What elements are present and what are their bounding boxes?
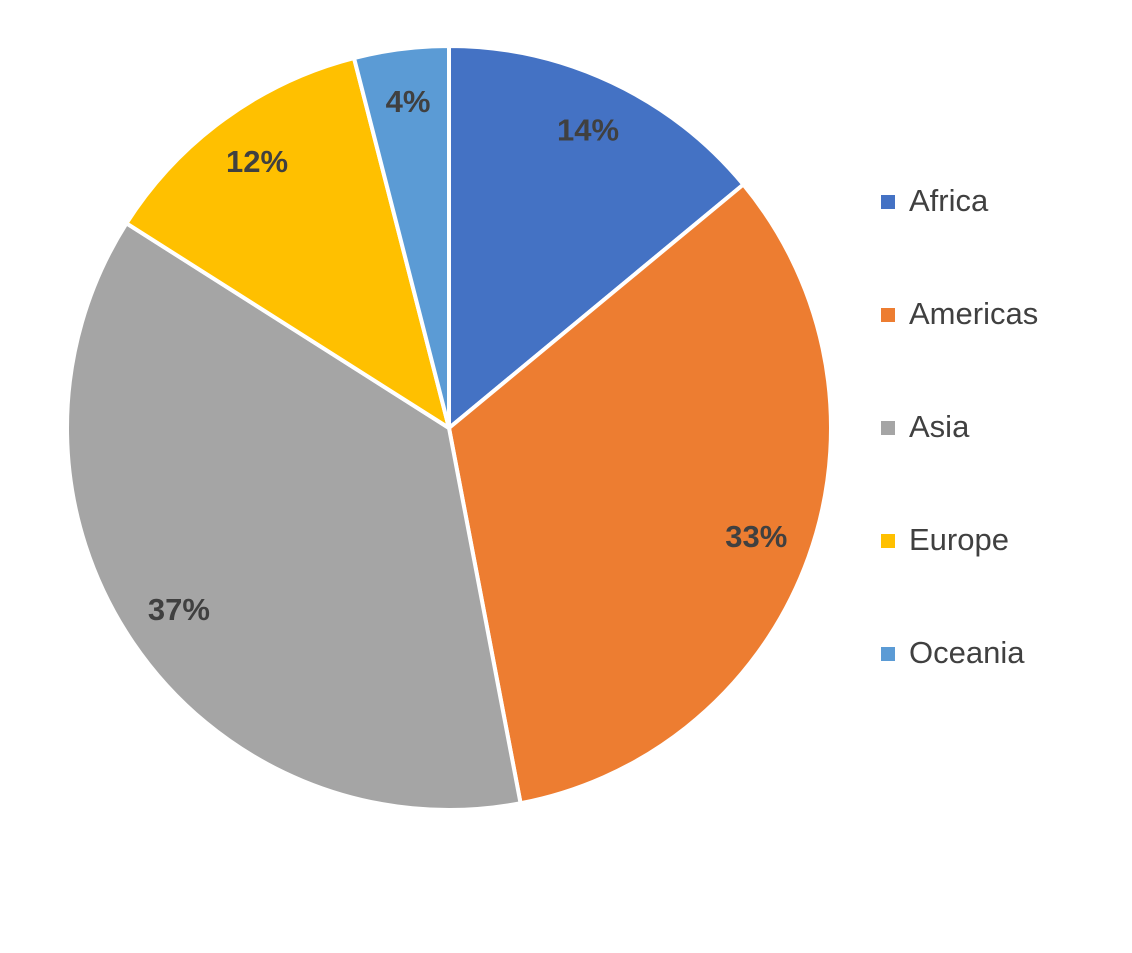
legend-swatch [881,421,895,435]
pie-slice [352,44,451,430]
pie-slice [65,221,523,812]
data-labels: 14% 33% 37% 12% 4% [148,84,787,627]
legend-swatch [881,308,895,322]
data-label: 12% [226,144,288,179]
pie-slice [447,182,833,806]
legend-label: Asia [909,409,970,444]
legend-swatch [881,195,895,209]
data-label: 14% [557,113,619,148]
data-label: 4% [386,84,431,119]
legend-swatch [881,647,895,661]
data-label: 33% [725,519,787,554]
legend-label: Oceania [909,635,1025,670]
data-label: 37% [148,592,210,627]
legend-label: Europe [909,522,1009,557]
pie [65,44,833,812]
legend: Africa Americas Asia Europe Oceania [881,183,1038,670]
legend-swatch [881,534,895,548]
legend-label: Africa [909,183,989,218]
pie-slice [124,56,451,430]
legend-label: Americas [909,296,1038,331]
pie-slice [447,44,746,430]
